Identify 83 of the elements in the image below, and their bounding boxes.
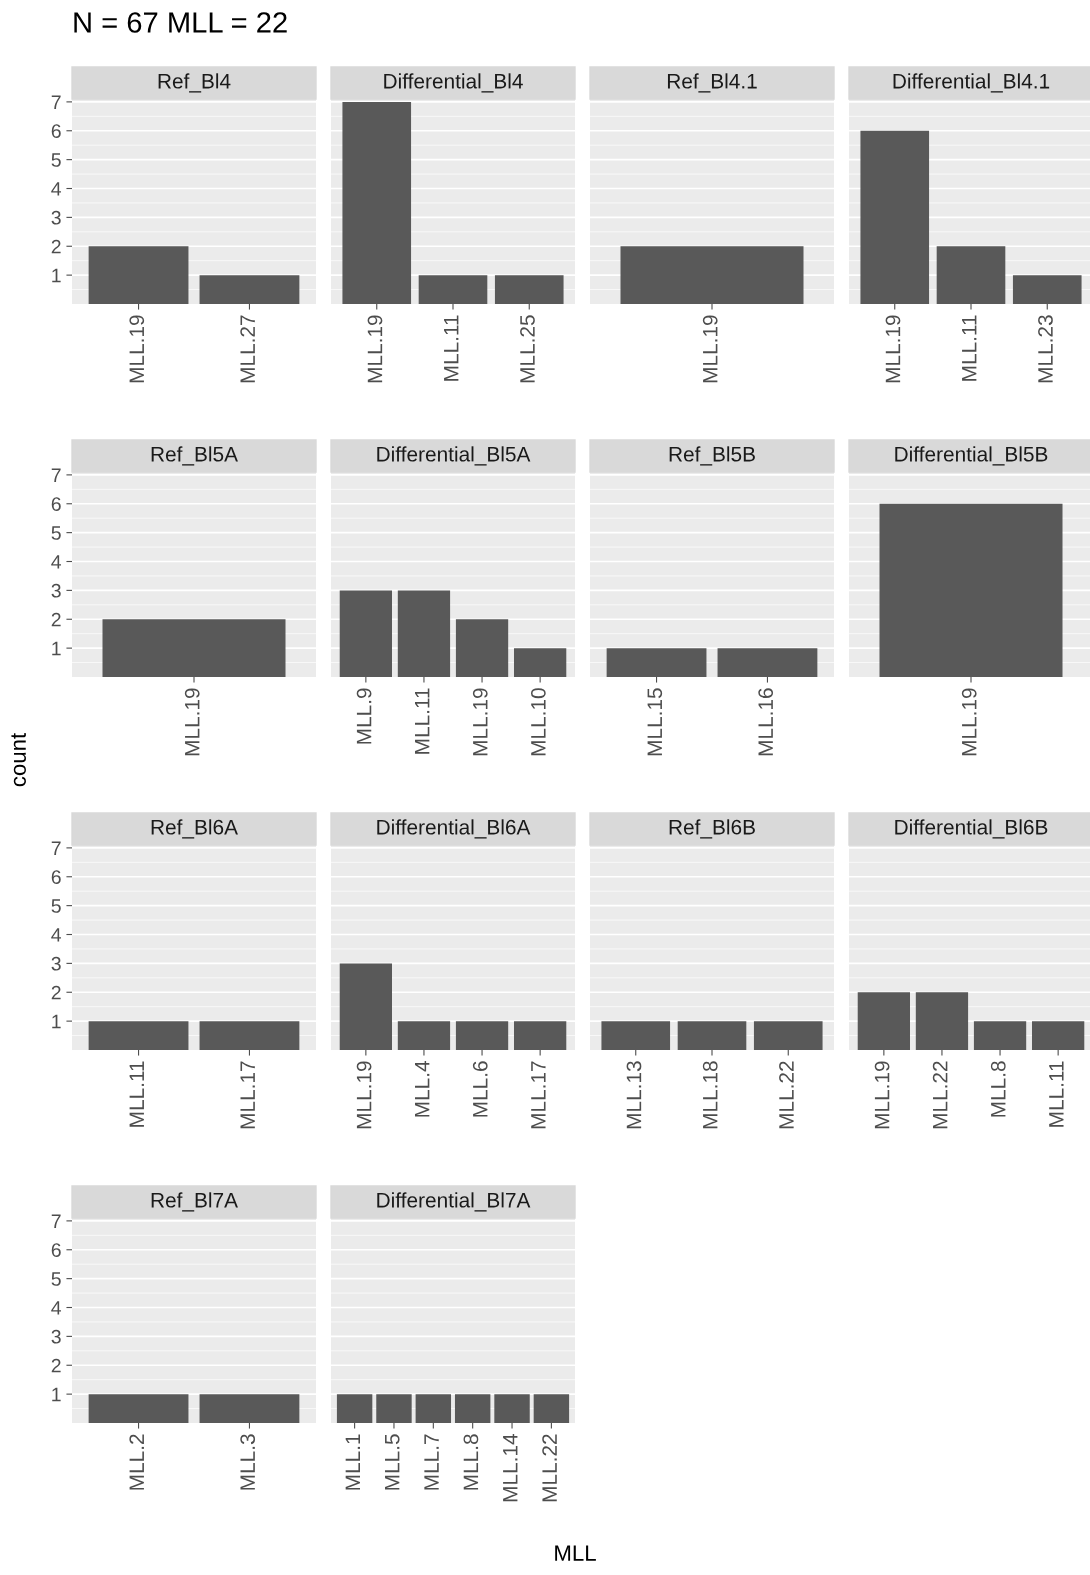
y-tick-label: 5	[51, 899, 61, 913]
x-tick-label: MLL.4	[415, 1061, 430, 1117]
x-tick-label: MLL.17	[240, 1061, 255, 1129]
y-tick-label: 7	[51, 841, 61, 855]
x-tick-label: MLL.19	[184, 688, 200, 756]
x-tick-label: MLL.14	[503, 1434, 518, 1502]
x-tick-label: MLL.19	[367, 315, 383, 383]
x-tick-label: MLL.3	[240, 1434, 256, 1490]
y-tick-label: 2	[51, 612, 61, 627]
x-tick-label: MLL.22	[542, 1434, 557, 1502]
x-tick-label: MLL.13	[626, 1061, 642, 1129]
y-tick-label: 1	[52, 1387, 61, 1402]
x-axis-title: MLL	[555, 1545, 596, 1561]
chart-title: Differential_Bl6B	[895, 819, 1048, 839]
x-tick-label: MLL.19	[356, 1061, 372, 1129]
chart-title: Ref_Bl4.1	[667, 73, 757, 93]
x-tick-label: MLL.10	[530, 688, 546, 756]
y-tick-label: 5	[51, 153, 61, 167]
chart-title: Ref_Bl6A	[151, 819, 238, 839]
y-axis-title: count	[11, 732, 26, 787]
y-tick-label: 1	[52, 1014, 61, 1029]
y-tick-label: 6	[51, 1243, 61, 1257]
x-tick-label: MLL.19	[472, 688, 488, 756]
y-tick-label: 7	[51, 1214, 61, 1228]
y-tick-label: 6	[51, 870, 61, 884]
y-tick-label: 2	[51, 239, 61, 254]
x-tick-label: MLL.5	[385, 1434, 400, 1490]
y-tick-label: 3	[51, 956, 61, 971]
chart-title: Differential_Bl5A	[377, 446, 531, 466]
x-tick-label: MLL.16	[758, 688, 774, 756]
y-tick-label: 1	[52, 641, 61, 656]
y-tick-label: 4	[51, 928, 62, 942]
y-tick-label: 5	[51, 526, 61, 540]
y-tick-label: 6	[51, 497, 61, 511]
x-tick-label: MLL.1	[345, 1434, 360, 1490]
chart-title: Ref_Bl5B	[669, 446, 755, 466]
x-tick-label: MLL.8	[463, 1434, 479, 1490]
x-tick-label: MLL.6	[472, 1061, 488, 1117]
y-tick-label: 5	[51, 1272, 61, 1286]
x-tick-label: MLL.11	[962, 315, 977, 381]
y-tick-label: 2	[51, 985, 61, 1000]
x-tick-label: MLL.19	[885, 315, 901, 383]
chart-title: Ref_Bl7A	[151, 1192, 238, 1212]
y-tick-label: 3	[51, 210, 61, 225]
x-tick-label: MLL.17	[531, 1061, 546, 1129]
x-tick-label: MLL.8	[990, 1061, 1006, 1117]
chart-title: Ref_Bl5A	[151, 446, 238, 466]
text: N = 67 MLL = 22	[74, 12, 287, 33]
chart-title: Ref_Bl4	[158, 73, 231, 93]
x-tick-label: MLL.25	[520, 315, 535, 383]
y-tick-label: 3	[51, 1329, 61, 1344]
chart-title: Differential_Bl7A	[377, 1192, 531, 1212]
x-tick-label: MLL.19	[129, 315, 145, 383]
x-tick-label: MLL.22	[779, 1061, 794, 1129]
x-tick-label: MLL.7	[424, 1434, 439, 1490]
x-tick-label: MLL.9	[356, 688, 372, 744]
y-tick-label: 4	[51, 182, 62, 196]
y-tick-label: 4	[51, 1301, 62, 1315]
y-tick-label: 4	[51, 555, 62, 569]
x-tick-label: MLL.27	[240, 315, 255, 383]
x-tick-label: MLL.23	[1038, 315, 1053, 383]
x-tick-label: MLL.18	[702, 1061, 718, 1129]
x-tick-label: MLL.2	[129, 1434, 144, 1490]
y-tick-label: 1	[52, 268, 61, 283]
chart-title: Differential_Bl6A	[377, 819, 531, 839]
y-tick-label: 7	[51, 468, 61, 482]
x-tick-label: MLL.19	[874, 1061, 890, 1129]
y-tick-label: 3	[51, 583, 61, 598]
chart-title: Differential_Bl5B	[895, 446, 1048, 466]
x-tick-label: MLL.11	[444, 315, 459, 381]
x-tick-label: MLL.11	[1049, 1061, 1064, 1127]
x-tick-label: MLL.11	[415, 688, 430, 754]
x-tick-label: MLL.22	[932, 1061, 948, 1129]
chart-title: Differential_Bl4	[384, 73, 523, 93]
x-tick-label: MLL.19	[702, 315, 718, 383]
chart-title: Differential_Bl4.1	[893, 73, 1050, 93]
y-tick-label: 2	[51, 1358, 61, 1373]
y-tick-label: 7	[51, 95, 61, 109]
x-tick-label: MLL.19	[961, 688, 977, 756]
x-tick-label: MLL.15	[647, 688, 663, 756]
y-tick-label: 6	[51, 124, 61, 138]
x-tick-label: MLL.11	[129, 1061, 144, 1127]
chart-title: Ref_Bl6B	[669, 819, 755, 839]
